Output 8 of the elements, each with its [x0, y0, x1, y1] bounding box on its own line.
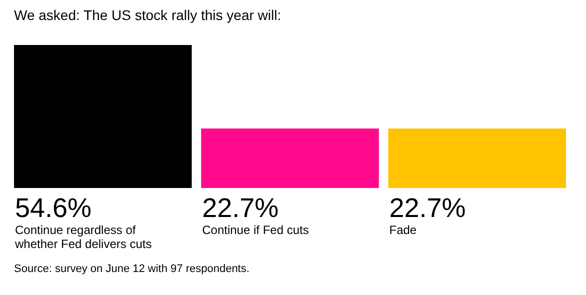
x-tick-label: Continue if Fed cuts	[202, 223, 309, 237]
source-note: Source: survey on June 12 with 97 respondents.	[14, 263, 250, 275]
x-tick-label: Continue regardless of whether Fed delivers cuts	[14, 223, 152, 251]
chart-title: We asked: The US stock rally this year will:	[14, 7, 282, 23]
data-label: 54.6%	[15, 193, 92, 223]
data-label: 22.7%	[202, 193, 279, 223]
data-label: 22.7%	[389, 193, 466, 223]
x-tick-label: Fade	[389, 223, 417, 237]
